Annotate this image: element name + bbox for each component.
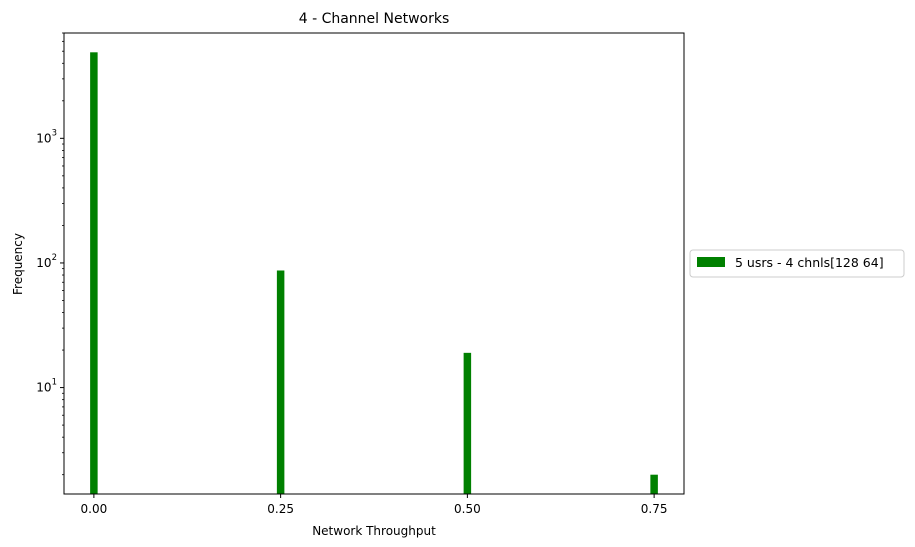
bar bbox=[276, 270, 285, 494]
x-axis: 0.00 0.25 0.50 0.75 bbox=[81, 494, 668, 516]
bar bbox=[650, 474, 658, 494]
x-axis-label: Network Throughput bbox=[312, 524, 436, 538]
x-tick-label: 0.50 bbox=[454, 502, 481, 516]
y-axis: 101 102 103 bbox=[36, 32, 64, 476]
y-tick-label: 101 bbox=[36, 378, 57, 395]
y-tick-label: 103 bbox=[36, 128, 57, 145]
legend-swatch bbox=[697, 257, 725, 267]
legend-frame bbox=[689, 249, 905, 278]
y-axis-label: Frequency bbox=[11, 233, 25, 295]
chart-title: 4 - Channel Networks bbox=[299, 11, 450, 27]
legend: 5 usrs - 4 chnls[128 64] bbox=[689, 249, 905, 278]
plot-area bbox=[90, 52, 658, 494]
x-tick-label: 0.25 bbox=[267, 502, 294, 516]
y-tick-label: 102 bbox=[36, 253, 57, 270]
bar bbox=[90, 52, 98, 494]
plot-frame bbox=[63, 32, 685, 495]
bar bbox=[463, 352, 472, 494]
legend-entry-label: 5 usrs - 4 chnls[128 64] bbox=[735, 255, 884, 270]
x-tick-label: 0.75 bbox=[641, 502, 668, 516]
x-tick-label: 0.00 bbox=[81, 502, 108, 516]
